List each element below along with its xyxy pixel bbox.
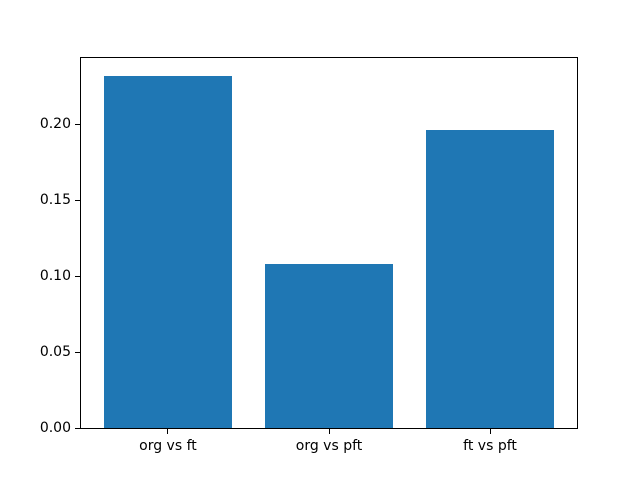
y-tick-label: 0.20 [39,116,71,133]
bar-ft-vs-pft [425,130,555,428]
y-tick-label: 0.05 [39,344,71,361]
y-tick-mark [75,123,80,125]
y-tick-mark [75,427,80,429]
x-tick-label: org vs pft [295,438,363,454]
x-tick-mark [328,429,330,434]
x-tick-mark [167,429,169,434]
y-tick-mark [75,199,80,201]
y-tick-label: 0.10 [39,268,71,285]
y-tick-label: 0.00 [39,420,71,436]
axes-plot-area: 0.00 0.05 0.10 0.15 0.20 org vs ft org vs pft f… [40,57,578,454]
x-tick-label: ft vs pft [463,438,517,454]
y-tick-mark [75,351,80,353]
bar-org-vs-ft [103,75,233,428]
bar-org-vs-pft [264,263,394,428]
x-tick-label: org vs ft [139,438,197,454]
y-tick-mark [75,275,80,277]
y-tick-label: 0.15 [39,192,71,209]
x-tick-mark [489,429,491,434]
